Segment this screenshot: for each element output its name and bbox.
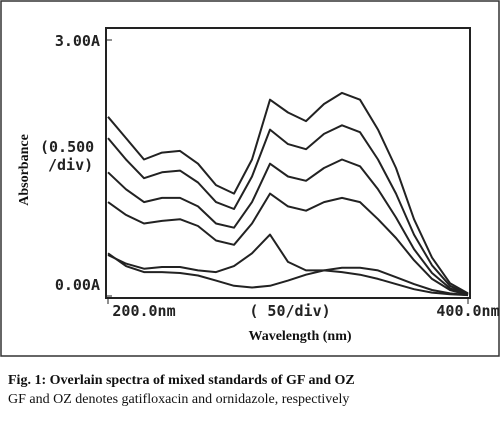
figure-frame xyxy=(0,0,500,357)
caption-title: Fig. 1: Overlain spectra of mixed standa… xyxy=(8,373,355,388)
y-axis-label: Absorbance xyxy=(17,134,32,206)
x-tick-label: 400.0nm xyxy=(436,302,499,320)
y-tick-label: 3.00A xyxy=(55,32,100,50)
x-scale-note: ( 50/div) xyxy=(249,302,330,320)
y-tick-label: 0.00A xyxy=(55,276,100,294)
y-scale-note: (0.500 xyxy=(40,138,94,156)
y-scale-note: /div) xyxy=(48,156,93,174)
spectrum-line xyxy=(107,158,469,296)
caption-note: GF and OZ denotes gatifloxacin and ornid… xyxy=(8,392,349,407)
x-axis-label: Wavelength (nm) xyxy=(248,329,351,344)
spectrum-line xyxy=(107,91,469,295)
spectrum-line xyxy=(107,233,469,297)
plot-frame xyxy=(105,27,471,299)
spectrum-line xyxy=(107,124,469,296)
x-tick-label: 200.0nm xyxy=(112,302,175,320)
spectrum-line xyxy=(107,192,469,297)
spectrum-line xyxy=(107,252,469,297)
